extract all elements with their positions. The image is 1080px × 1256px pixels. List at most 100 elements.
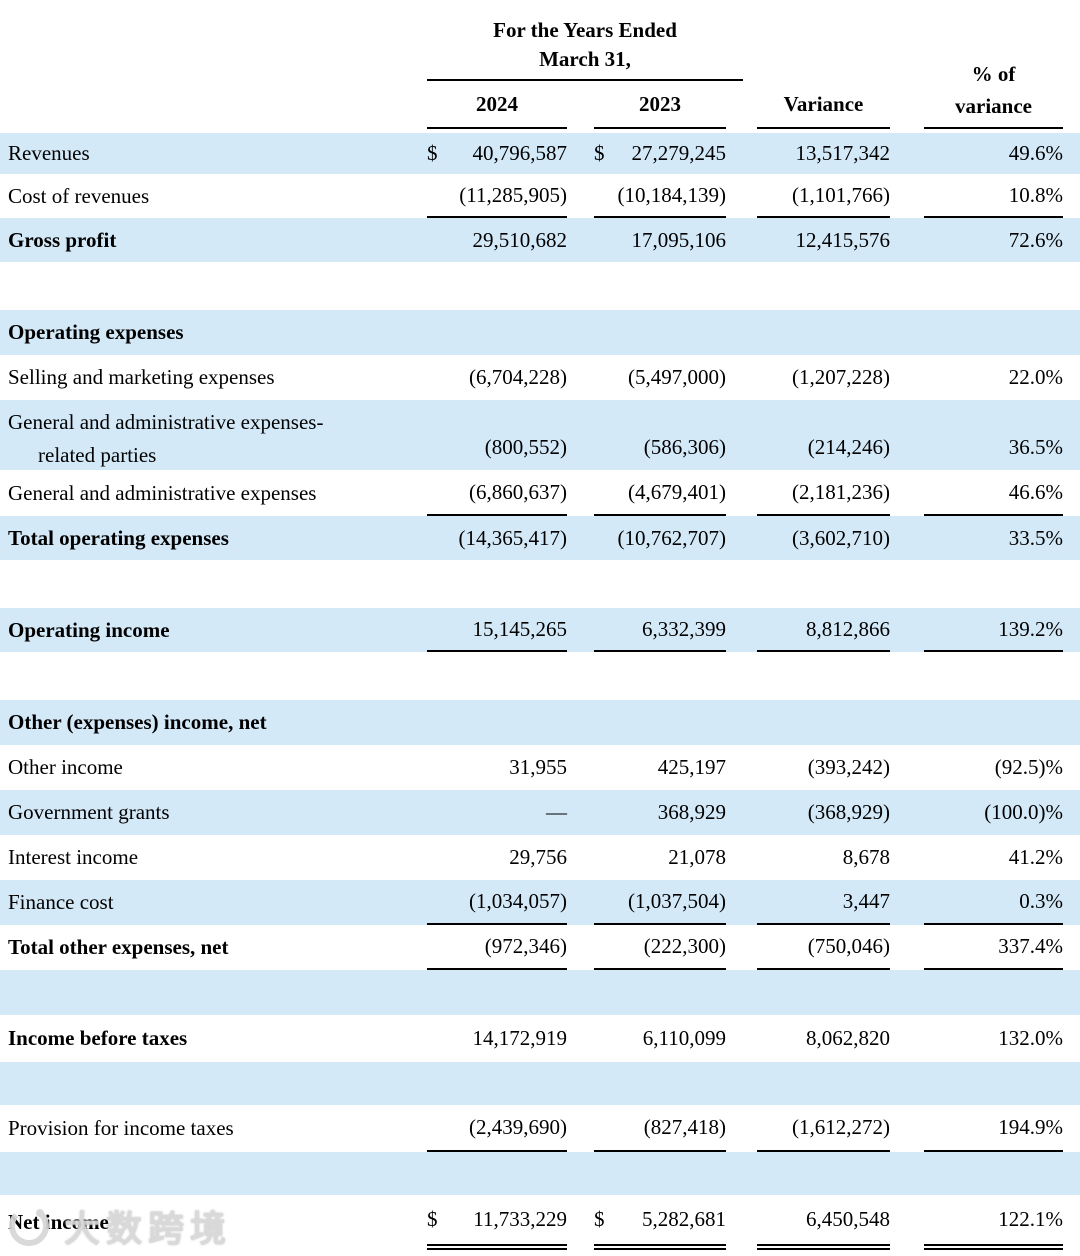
cell-2024: 29,510,682 xyxy=(427,218,568,262)
table-row: Operating expenses xyxy=(0,310,1080,355)
column-gap xyxy=(890,1195,924,1250)
value-variance: 6,450,548 xyxy=(806,1207,890,1231)
value-variance: (368,929) xyxy=(807,800,890,824)
value-2023: 6,332,399 xyxy=(642,616,726,641)
value-2024: 29,756 xyxy=(509,845,567,869)
column-header-2024: 2024 xyxy=(476,92,518,116)
period-header-line2: March 31, xyxy=(539,47,631,71)
row-label-line1: Revenues xyxy=(8,141,90,165)
cell-pct-variance: 72.6% xyxy=(924,218,1063,262)
row-label-line1: Operating income xyxy=(8,617,170,642)
row-label-line1: Government grants xyxy=(8,800,170,824)
cell-2024: 31,955 xyxy=(427,745,567,790)
column-gap xyxy=(726,470,757,516)
cell-2024 xyxy=(427,560,567,608)
column-gap xyxy=(890,355,924,400)
row-label: Interest income xyxy=(0,835,427,880)
cell-pct-variance xyxy=(924,700,1063,745)
column-gap xyxy=(726,218,757,262)
cell-2024 xyxy=(427,652,567,700)
cell-2023: (5,497,000) xyxy=(594,355,726,400)
cell-variance: (1,612,272) xyxy=(757,1105,890,1152)
value-variance: (750,046) xyxy=(807,934,890,958)
value-pct-variance: 41.2% xyxy=(1008,845,1063,869)
column-gap xyxy=(567,560,594,608)
pct-header-line1: % of xyxy=(971,62,1016,86)
table-row xyxy=(0,560,1080,608)
value-variance: (214,246) xyxy=(807,435,890,459)
column-gap xyxy=(890,925,924,970)
table-row: Other (expenses) income, net xyxy=(0,700,1080,745)
row-label-line1: General and administrative expenses- xyxy=(8,410,324,434)
cell-variance: (214,246) xyxy=(757,400,890,472)
value-pct-variance: 337.4% xyxy=(998,934,1063,958)
value-2024: (972,346) xyxy=(484,934,567,958)
cell-2023: 21,078 xyxy=(594,835,726,880)
column-gap xyxy=(726,745,757,790)
header-rule-pct-variance xyxy=(924,127,1063,129)
column-gap xyxy=(726,400,757,472)
cell-2024: $ 11,733,229 xyxy=(427,1195,567,1250)
column-gap xyxy=(567,355,594,400)
column-gap xyxy=(726,133,757,174)
column-gap xyxy=(890,218,924,262)
column-gap xyxy=(726,310,757,355)
row-label-line1: Cost of revenues xyxy=(8,183,150,208)
cell-2024 xyxy=(427,970,567,1015)
cell-2023: $ 27,279,245 xyxy=(594,133,726,174)
row-label: Revenues xyxy=(0,133,427,174)
value-2024: (800,552) xyxy=(484,435,567,459)
cell-variance: (368,929) xyxy=(757,790,890,835)
period-header: For the Years Ended March 31, xyxy=(427,16,743,81)
value-variance: 8,812,866 xyxy=(806,616,890,641)
value-pct-variance: 36.5% xyxy=(1008,435,1063,459)
column-gap xyxy=(890,608,924,652)
table-row: General and administrative expenses- rel… xyxy=(0,400,1080,470)
value-2023: (1,037,504) xyxy=(628,889,726,913)
cell-2023 xyxy=(594,310,726,355)
value-pct-variance: 139.2% xyxy=(998,616,1063,641)
column-gap xyxy=(726,608,757,652)
row-label: Total operating expenses xyxy=(0,516,427,560)
column-gap xyxy=(726,516,757,560)
column-gap xyxy=(567,925,594,970)
row-label-line1: Selling and marketing expenses xyxy=(8,365,275,389)
column-gap xyxy=(726,355,757,400)
value-pct-variance: 49.6% xyxy=(1008,141,1063,165)
column-gap xyxy=(890,400,924,472)
value-pct-variance: 33.5% xyxy=(1008,525,1063,550)
cell-2023: 368,929 xyxy=(594,790,726,835)
cell-2024: (11,285,905) xyxy=(427,174,567,218)
value-pct-variance: 132.0% xyxy=(998,1026,1063,1050)
cell-2024: (972,346) xyxy=(427,925,567,970)
table-row: Revenues $ 40,796,587 $ 27,279,245 13,51… xyxy=(0,133,1080,174)
row-label-line1: Operating expenses xyxy=(8,320,184,344)
period-header-line1: For the Years Ended xyxy=(493,18,677,42)
cell-pct-variance: 132.0% xyxy=(924,1015,1063,1062)
cell-2023: (1,037,504) xyxy=(594,880,726,925)
column-header-2023: 2023 xyxy=(639,92,681,116)
row-label xyxy=(0,560,427,608)
value-2023: 17,095,106 xyxy=(631,227,727,252)
cell-variance: 8,062,820 xyxy=(757,1015,890,1062)
row-label-line1: Total operating expenses xyxy=(8,525,229,550)
table-row: Net income $ 11,733,229 $ 5,282,681 6,45… xyxy=(0,1195,1080,1250)
cell-variance: 8,678 xyxy=(757,835,890,880)
row-label-line1: Interest income xyxy=(8,845,139,869)
column-gap xyxy=(567,745,594,790)
cell-2024 xyxy=(427,1152,567,1195)
row-label xyxy=(0,262,427,310)
column-gap xyxy=(890,310,924,355)
table-row: Interest income 29,756 21,078 8,678 41.2… xyxy=(0,835,1080,880)
cell-2023: 425,197 xyxy=(594,745,726,790)
column-gap xyxy=(567,174,594,218)
value-2024: (1,034,057) xyxy=(469,889,567,913)
row-label: Income before taxes xyxy=(0,1015,427,1062)
cell-variance: 6,450,548 xyxy=(757,1195,890,1250)
column-gap xyxy=(567,218,594,262)
row-label-line1: Other income xyxy=(8,755,123,779)
cell-pct-variance: (92.5)% xyxy=(924,745,1063,790)
column-gap xyxy=(726,174,757,218)
row-label-line1: Other (expenses) income, net xyxy=(8,710,267,734)
column-gap xyxy=(890,880,924,925)
